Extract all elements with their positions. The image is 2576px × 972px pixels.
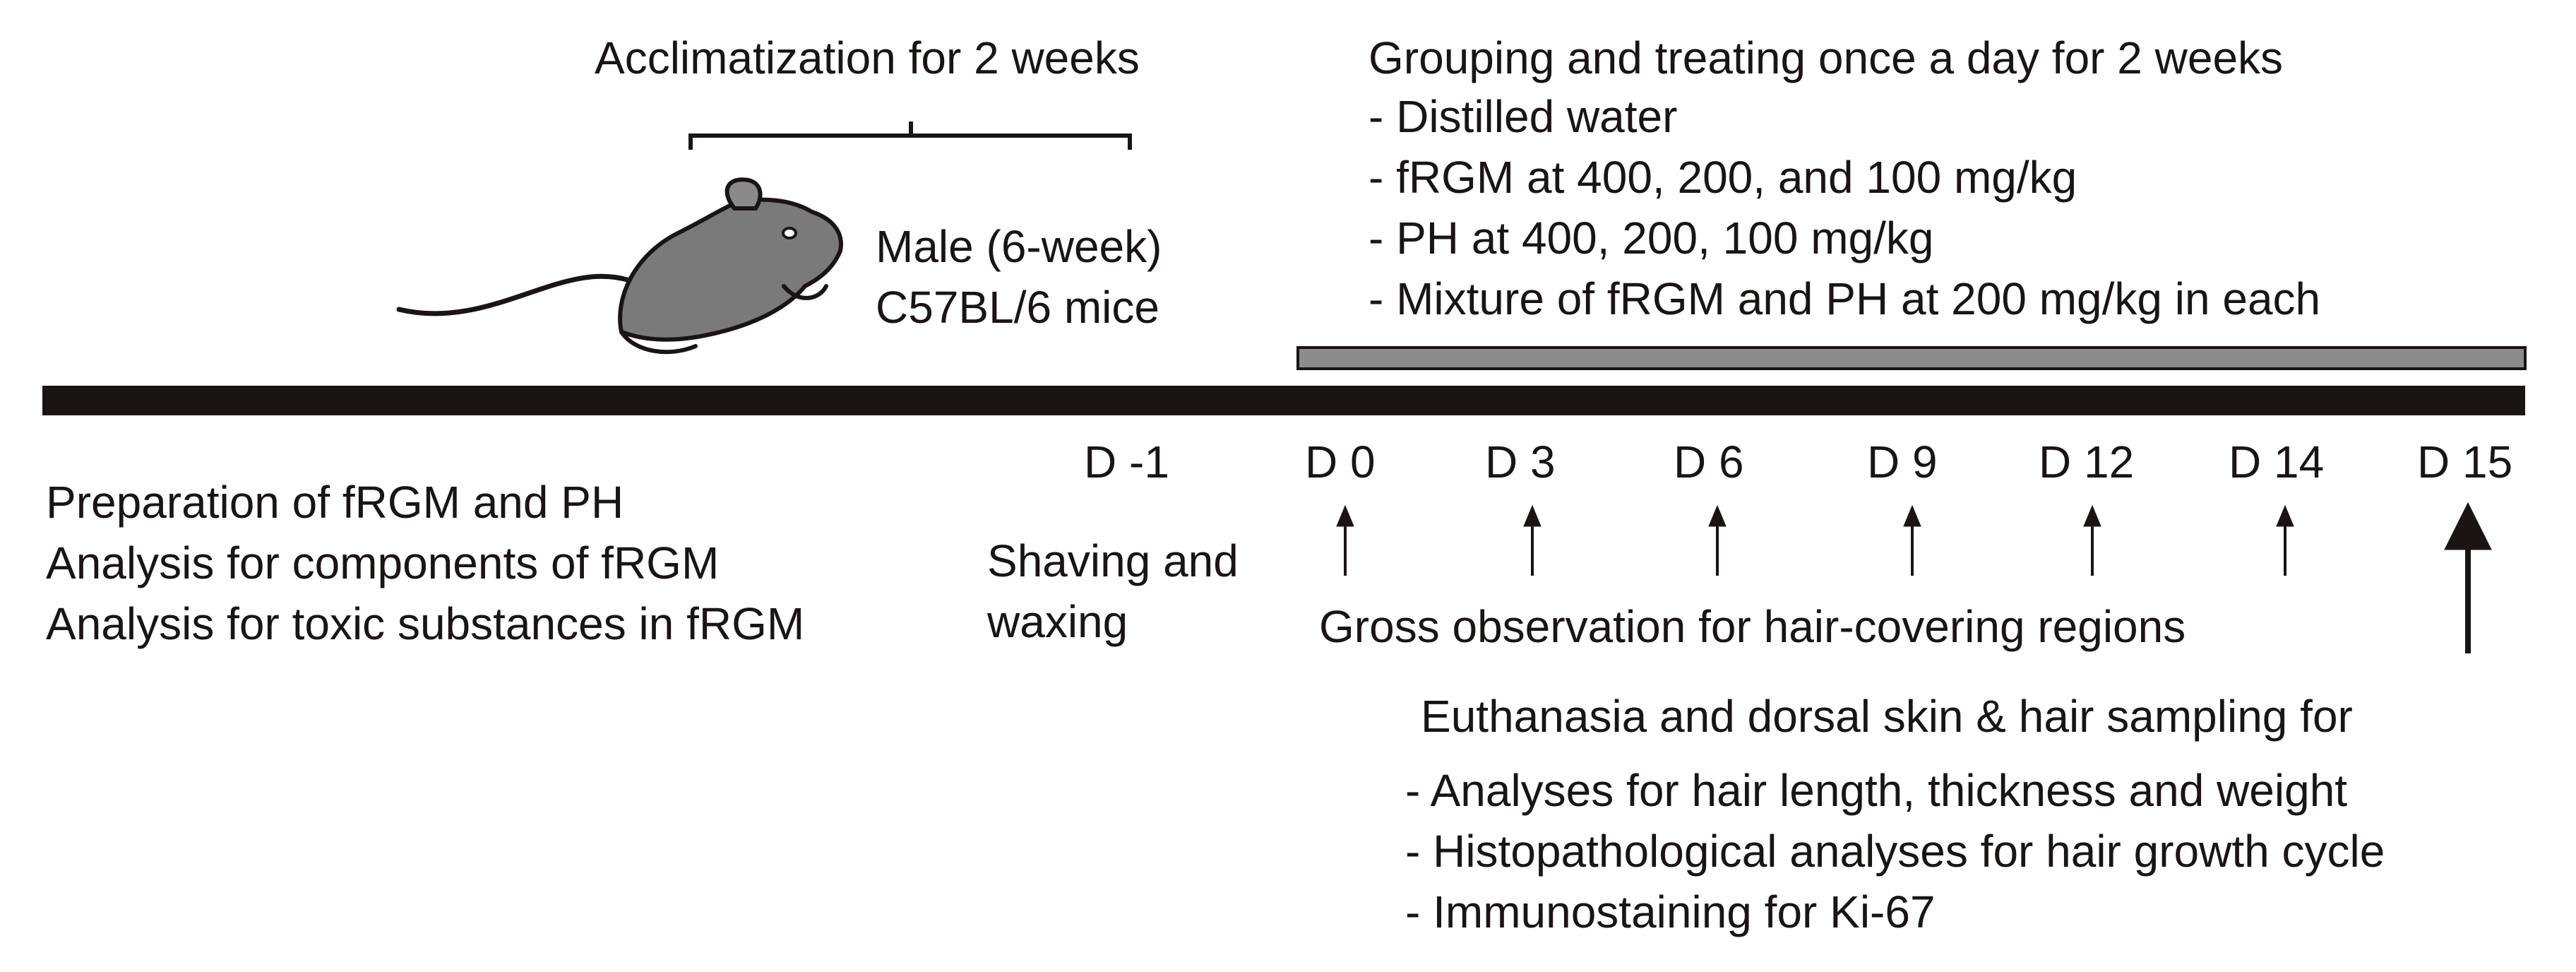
euthanasia-title: Euthanasia and dorsal skin & hair sampli… bbox=[1421, 691, 2353, 742]
treatment-period-bar bbox=[1296, 346, 2527, 370]
mouse-eye bbox=[782, 227, 797, 239]
day-label-d3: D 3 bbox=[1485, 437, 1556, 487]
observation-arrows bbox=[1336, 502, 2492, 653]
day-label-d14: D 14 bbox=[2229, 437, 2325, 487]
mouse-illustration bbox=[396, 177, 843, 355]
day-label-d15: D 15 bbox=[2417, 437, 2513, 487]
treatment-groups-list: - Distilled water - fRGM at 400, 200, an… bbox=[1368, 86, 2320, 329]
mouse-body bbox=[618, 197, 843, 342]
arrow-d6 bbox=[1708, 504, 1727, 576]
mouse-description: Male (6-week) C57BL/6 mice bbox=[876, 216, 1162, 338]
day-label-d12: D 12 bbox=[2039, 437, 2135, 487]
mouse-sex-age: Male (6-week) bbox=[876, 221, 1162, 272]
mouse-front-paw bbox=[782, 284, 828, 300]
preparation-list: Preparation of fRGM and PH Analysis for … bbox=[46, 472, 804, 654]
arrow-d3 bbox=[1523, 504, 1542, 576]
main-timeline bbox=[42, 386, 2525, 415]
day-label-d6: D 6 bbox=[1674, 437, 1744, 487]
preparation-item: Preparation of fRGM and PH bbox=[46, 477, 624, 528]
euthanasia-analyses-list: - Analyses for hair length, thickness an… bbox=[1405, 760, 2385, 942]
mouse-hind-leg bbox=[619, 330, 698, 355]
waxing-line: waxing bbox=[987, 596, 1128, 647]
gross-observation-label: Gross observation for hair-covering regi… bbox=[1319, 601, 2186, 652]
preparation-item: Analysis for toxic substances in fRGM bbox=[46, 598, 805, 649]
shaving-waxing-note: Shaving and waxing bbox=[987, 531, 1239, 652]
mouse-ear bbox=[724, 177, 763, 211]
day-label-d-1: D -1 bbox=[1084, 437, 1169, 487]
arrow-d9 bbox=[1903, 504, 1921, 576]
analysis-item: - Analyses for hair length, thickness an… bbox=[1405, 765, 2348, 816]
analysis-item: - Immunostaining for Ki-67 bbox=[1405, 887, 1936, 937]
arrow-d14 bbox=[2276, 504, 2294, 576]
treatment-group-item: - Mixture of fRGM and PH at 200 mg/kg in… bbox=[1368, 273, 2321, 324]
treatment-group-item: - PH at 400, 200, 100 mg/kg bbox=[1368, 213, 1934, 263]
mouse-strain: C57BL/6 mice bbox=[876, 282, 1159, 333]
shaving-line: Shaving and bbox=[987, 535, 1239, 586]
arrow-d12 bbox=[2083, 504, 2101, 576]
acclimatization-title: Acclimatization for 2 weeks bbox=[595, 32, 1140, 83]
acclimatization-bracket bbox=[688, 122, 1132, 150]
day-label-d0: D 0 bbox=[1305, 437, 1376, 487]
treatment-title: Grouping and treating once a day for 2 w… bbox=[1368, 32, 2284, 83]
day-label-d9: D 9 bbox=[1867, 437, 1938, 487]
arrow-d0 bbox=[1336, 504, 1354, 576]
preparation-item: Analysis for components of fRGM bbox=[46, 538, 720, 588]
treatment-group-item: - Distilled water bbox=[1368, 91, 1678, 142]
arrow-d15 bbox=[2444, 502, 2492, 653]
mouse-tail bbox=[396, 273, 638, 316]
analysis-item: - Histopathological analyses for hair gr… bbox=[1405, 826, 2385, 877]
treatment-group-item: - fRGM at 400, 200, and 100 mg/kg bbox=[1368, 152, 2077, 203]
